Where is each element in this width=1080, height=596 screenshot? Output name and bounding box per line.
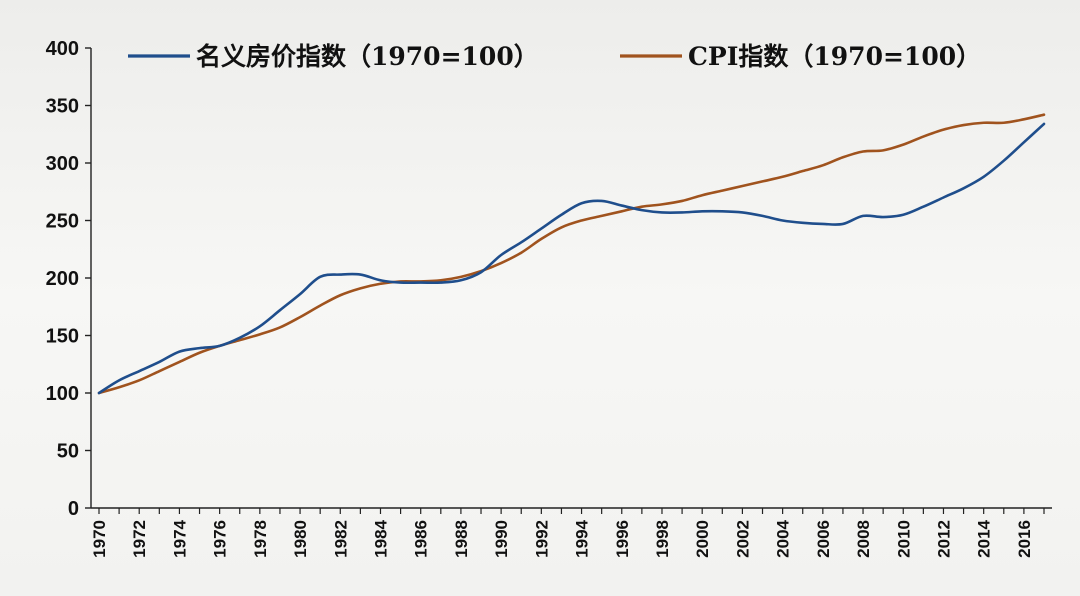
y-tick-label: 100 <box>46 383 79 405</box>
series-lines <box>97 113 1046 395</box>
y-tick-label: 250 <box>46 211 79 233</box>
x-tick-label: 1996 <box>613 520 632 558</box>
x-tick-label: 2000 <box>693 520 712 558</box>
y-tick-label: 350 <box>46 96 79 118</box>
legend-label-cpi: CPI指数（1970=100） <box>688 42 981 71</box>
x-tick-label: 2016 <box>1015 520 1034 558</box>
x-tick-label: 2014 <box>975 519 994 557</box>
y-tick-label: 300 <box>46 153 79 175</box>
x-tick-label: 1994 <box>573 519 592 557</box>
x-tick-label: 1984 <box>371 519 390 557</box>
x-tick-label: 1980 <box>291 520 310 558</box>
y-tick-label: 150 <box>46 326 79 348</box>
x-tick-label: 1982 <box>331 520 350 558</box>
series-line-house-price <box>97 122 1046 395</box>
x-tick-label: 2002 <box>733 520 752 558</box>
x-tick-label: 2010 <box>894 520 913 558</box>
x-tick-label: 1970 <box>90 520 109 558</box>
legend-label-house-price: 名义房价指数（1970=100） <box>196 42 539 71</box>
x-axis: 1970 1972 1974 1976 1978 1980 1982 1984 1986 1988… <box>90 507 1052 558</box>
legend: 名义房价指数（1970=100） CPI指数（1970=100） <box>128 42 981 71</box>
x-tick-label: 1988 <box>452 520 471 558</box>
y-tick-label: 400 <box>46 38 79 60</box>
x-tick-label: 1972 <box>130 520 149 558</box>
x-tick-label: 1978 <box>251 520 270 558</box>
y-tick-label: 50 <box>57 441 79 463</box>
series-line-cpi <box>97 113 1046 395</box>
x-tick-label: 2004 <box>774 519 793 557</box>
y-axis: 0 50 100 150 200 250 300 350 400 <box>46 38 92 520</box>
x-tick-label: 2006 <box>814 520 833 558</box>
y-tick-label: 200 <box>46 268 79 290</box>
x-tick-label: 2008 <box>854 520 873 558</box>
x-tick-label: 2012 <box>934 520 953 558</box>
x-tick-label: 1990 <box>492 520 511 558</box>
x-tick-label: 1992 <box>532 520 551 558</box>
y-tick-label: 0 <box>68 498 79 520</box>
x-tick-label: 1998 <box>653 520 672 558</box>
x-tick-label: 1974 <box>170 519 189 557</box>
x-tick-label: 1976 <box>211 520 230 558</box>
x-tick-label: 1986 <box>412 520 431 558</box>
